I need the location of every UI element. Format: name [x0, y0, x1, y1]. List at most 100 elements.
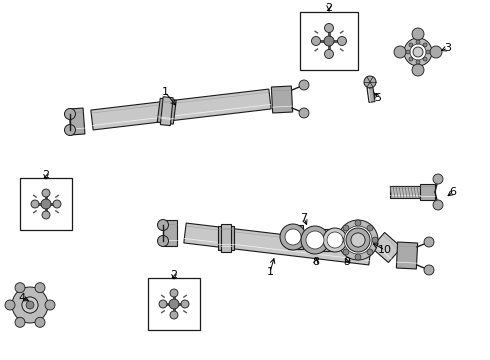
Circle shape [344, 226, 372, 254]
Circle shape [299, 80, 309, 90]
Text: 2: 2 [171, 270, 177, 280]
Circle shape [5, 300, 15, 310]
Circle shape [324, 23, 334, 32]
Circle shape [372, 237, 378, 243]
Text: 2: 2 [43, 170, 49, 180]
Circle shape [406, 50, 410, 54]
Polygon shape [69, 108, 85, 135]
Circle shape [324, 36, 334, 46]
Text: 6: 6 [449, 187, 457, 197]
Circle shape [65, 108, 75, 120]
Circle shape [338, 220, 378, 260]
Text: 1: 1 [162, 87, 169, 97]
Circle shape [42, 211, 50, 219]
Circle shape [364, 76, 376, 88]
Circle shape [15, 283, 25, 293]
Circle shape [410, 44, 426, 60]
Polygon shape [184, 223, 371, 265]
Polygon shape [91, 89, 271, 130]
Circle shape [285, 229, 301, 245]
Text: 5: 5 [374, 93, 382, 103]
Circle shape [424, 265, 434, 275]
Bar [300, 12, 358, 70]
Circle shape [280, 224, 306, 250]
Circle shape [35, 283, 45, 293]
Polygon shape [163, 220, 177, 246]
Circle shape [157, 235, 169, 247]
Circle shape [31, 200, 39, 208]
Polygon shape [271, 86, 293, 113]
Circle shape [351, 233, 365, 247]
Circle shape [433, 200, 443, 210]
Circle shape [413, 47, 423, 57]
Polygon shape [367, 87, 375, 103]
Circle shape [26, 301, 34, 309]
Circle shape [426, 50, 430, 54]
Polygon shape [220, 224, 231, 252]
Polygon shape [396, 242, 417, 269]
Text: 7: 7 [300, 213, 308, 223]
Text: 4: 4 [19, 293, 25, 303]
Circle shape [424, 237, 434, 247]
Polygon shape [160, 97, 173, 126]
Polygon shape [218, 226, 234, 250]
Circle shape [35, 317, 45, 327]
Circle shape [42, 189, 50, 197]
Circle shape [65, 125, 75, 135]
Circle shape [170, 289, 178, 297]
Circle shape [355, 254, 361, 260]
Bar [20, 178, 72, 230]
Circle shape [338, 237, 344, 243]
Circle shape [343, 249, 349, 255]
Circle shape [159, 300, 167, 308]
Circle shape [169, 299, 179, 309]
Circle shape [41, 199, 51, 209]
Circle shape [327, 232, 343, 248]
Circle shape [409, 43, 413, 47]
Text: 8: 8 [313, 257, 319, 267]
Text: 9: 9 [343, 257, 350, 267]
Circle shape [306, 231, 324, 249]
Circle shape [412, 28, 424, 40]
Circle shape [367, 249, 373, 255]
Circle shape [416, 40, 420, 44]
Circle shape [53, 200, 61, 208]
Circle shape [15, 317, 25, 327]
Circle shape [323, 228, 347, 252]
Bar [148, 278, 200, 330]
Circle shape [12, 287, 48, 323]
Circle shape [430, 46, 442, 58]
Circle shape [170, 311, 178, 319]
Circle shape [157, 220, 169, 230]
Polygon shape [315, 229, 333, 251]
Circle shape [351, 233, 365, 247]
Circle shape [412, 64, 424, 76]
Circle shape [45, 300, 55, 310]
Circle shape [423, 57, 427, 61]
Polygon shape [390, 186, 420, 198]
Circle shape [423, 43, 427, 47]
Circle shape [312, 36, 320, 45]
Circle shape [416, 60, 420, 64]
Circle shape [338, 36, 346, 45]
Text: 1: 1 [267, 267, 273, 277]
Circle shape [301, 226, 329, 254]
Polygon shape [288, 225, 303, 249]
Circle shape [22, 297, 38, 313]
Circle shape [22, 297, 38, 313]
Text: 3: 3 [444, 43, 451, 53]
Circle shape [181, 300, 189, 308]
Text: 2: 2 [325, 3, 333, 13]
Circle shape [299, 108, 309, 118]
Circle shape [324, 49, 334, 58]
Polygon shape [371, 233, 402, 262]
Text: 10: 10 [378, 245, 392, 255]
Polygon shape [420, 184, 435, 200]
Circle shape [394, 46, 406, 58]
Circle shape [404, 38, 432, 66]
Circle shape [343, 225, 349, 231]
Circle shape [355, 220, 361, 226]
Polygon shape [157, 98, 176, 124]
Circle shape [409, 57, 413, 61]
Circle shape [346, 228, 370, 252]
